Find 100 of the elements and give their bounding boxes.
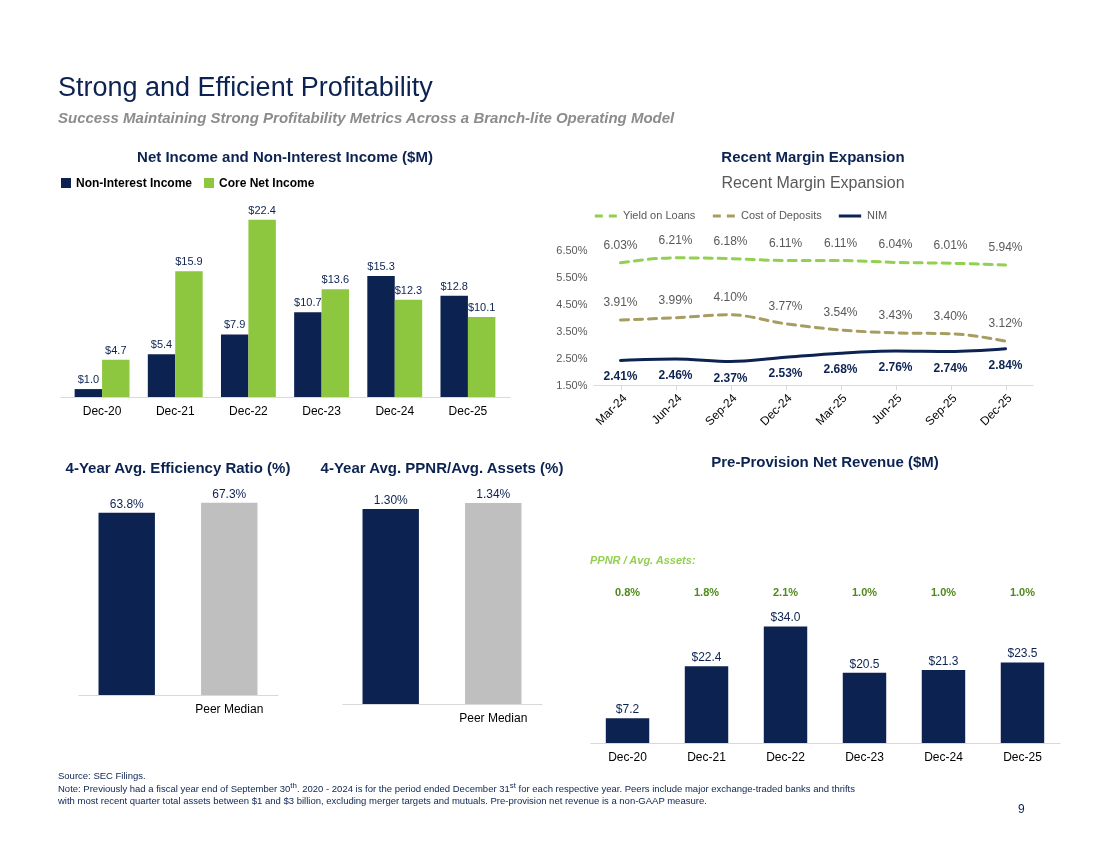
- data-label: 2.53%: [768, 366, 803, 381]
- data-label: 6.01%: [933, 238, 968, 253]
- text: Strong and Efficient Profitability: [58, 72, 434, 103]
- bar: [321, 289, 350, 397]
- x-tick-label: Dec-20: [608, 749, 648, 764]
- legend-label: Cost of Deposits: [741, 209, 823, 221]
- x-tick-label: Dec-22: [766, 749, 806, 764]
- legend-label: Non-Interest Income: [76, 176, 193, 190]
- x-tick-label: Dec-22: [229, 403, 269, 418]
- data-label: 3.91%: [603, 294, 638, 309]
- legend-label: Yield on Loans: [623, 209, 696, 221]
- x-tick-label: Dec-24: [924, 749, 964, 764]
- bar: [921, 669, 966, 743]
- data-label: 63.8%: [109, 496, 145, 511]
- data-label: $10.1: [467, 301, 496, 314]
- bar: [367, 275, 395, 397]
- bar: [294, 312, 322, 397]
- bar: [102, 359, 130, 397]
- data-label: 2.41%: [603, 369, 638, 384]
- data-label: $34.0: [770, 610, 801, 625]
- data-label: $15.3: [367, 259, 395, 272]
- data-label: $10.7: [294, 296, 322, 309]
- chart-title: Recent Margin Expansion: [721, 148, 905, 165]
- data-label: 2.76%: [878, 359, 913, 374]
- bar: [74, 389, 103, 397]
- data-label: 2.84%: [988, 357, 1023, 372]
- data-label: 5.94%: [988, 240, 1023, 255]
- x-tick-label: Dec-25: [448, 403, 488, 418]
- source-note: Source: SEC Filings.: [58, 770, 147, 782]
- bar: [1000, 662, 1045, 743]
- x-tick-label: Peer Median: [459, 710, 528, 725]
- bar: [440, 295, 468, 397]
- text: 1.8%: [693, 586, 720, 598]
- data-label: 6.04%: [878, 237, 913, 252]
- y-tick-label: 1.50%: [556, 378, 588, 391]
- text: 9: [1018, 802, 1025, 817]
- y-tick-label: 5.50%: [556, 270, 588, 283]
- data-label: 3.99%: [658, 292, 693, 307]
- x-tick-label: Dec-20: [82, 403, 122, 418]
- x-tick-label: Dec-23: [845, 749, 885, 764]
- data-label: 6.18%: [713, 233, 748, 248]
- bar: [605, 718, 650, 743]
- x-tick-label: Dec-24: [375, 403, 415, 418]
- data-label: $5.4: [150, 338, 173, 351]
- chart-title: Pre-Provision Net Revenue ($M): [711, 453, 939, 470]
- chart-subtitle: Recent Margin Expansion: [721, 174, 905, 191]
- chart-title: 4-Year Avg. PPNR/Avg. Assets (%): [320, 459, 564, 476]
- chart-title: 4-Year Avg. Efficiency Ratio (%): [65, 458, 291, 476]
- line-series: [619, 256, 1007, 267]
- y-tick-label: 4.50%: [556, 297, 588, 310]
- data-label: $23.5: [1007, 646, 1038, 661]
- data-label: 2.37%: [713, 370, 748, 385]
- data-label: $12.8: [440, 279, 468, 292]
- y-tick-label: 2.50%: [556, 351, 588, 364]
- data-label: $4.7: [105, 343, 127, 356]
- data-label: 3.77%: [768, 298, 803, 313]
- data-label: $20.5: [849, 656, 880, 671]
- data-label: 6.03%: [603, 237, 638, 252]
- data-label: $12.3: [394, 283, 423, 296]
- data-label: 2.68%: [823, 362, 858, 377]
- data-label: 1.30%: [373, 493, 409, 507]
- data-label: $7.2: [615, 702, 640, 717]
- data-label: 3.54%: [823, 304, 858, 319]
- x-tick-label: Dec-23: [302, 403, 342, 418]
- data-label: 2.74%: [933, 360, 968, 375]
- data-label: $15.9: [175, 255, 203, 268]
- text: 0.8%: [614, 586, 641, 598]
- y-tick-label: 3.50%: [556, 324, 588, 337]
- text: PPNR / Avg. Assets:: [590, 554, 696, 566]
- data-label: 3.40%: [933, 308, 968, 323]
- text: Note: Previously had a fiscal year end of September 30$^{th}$. 2020 - 2024 is for the period ended December 31$^{st}$ for each respective year. Peers include major exchange-traded banks and thrifts with most recent quarter total assets between $1 and $3 billion, excluding merger targets and mutuals. Pre-provision net revenue is a non-GAAP measure.: [58, 781, 856, 807]
- x-tick-label: Dec-21: [687, 749, 727, 764]
- text: 1.0%: [1009, 586, 1036, 598]
- legend-label: NIM: [867, 209, 888, 221]
- chart-title: Net Income and Non-Interest Income ($M): [137, 148, 433, 165]
- bar: [220, 334, 249, 397]
- data-label: 3.12%: [988, 316, 1023, 331]
- bar: [147, 354, 176, 397]
- bar: [175, 271, 203, 397]
- data-label: 3.43%: [878, 307, 913, 322]
- data-label: 6.11%: [768, 235, 803, 250]
- x-tick-label: Peer Median: [195, 701, 264, 716]
- text: 2.1%: [772, 586, 799, 598]
- data-label: 6.21%: [658, 232, 693, 247]
- data-label: $21.3: [928, 653, 959, 668]
- bar: [394, 299, 423, 397]
- data-label: $1.0: [77, 373, 100, 386]
- data-label: $13.6: [321, 273, 350, 286]
- bar: [842, 672, 887, 743]
- legend-label: Core Net Income: [219, 176, 315, 190]
- text: 1.0%: [851, 586, 878, 598]
- data-label: $7.9: [223, 318, 246, 331]
- bar: [248, 219, 276, 397]
- data-label: $22.4: [248, 203, 276, 216]
- bar: [467, 317, 496, 397]
- x-tick-label: Dec-25: [1003, 749, 1043, 764]
- x-tick-label: Dec-21: [155, 403, 195, 418]
- text: 1.0%: [930, 586, 957, 598]
- bar: [684, 666, 729, 743]
- data-label: 6.11%: [823, 235, 858, 250]
